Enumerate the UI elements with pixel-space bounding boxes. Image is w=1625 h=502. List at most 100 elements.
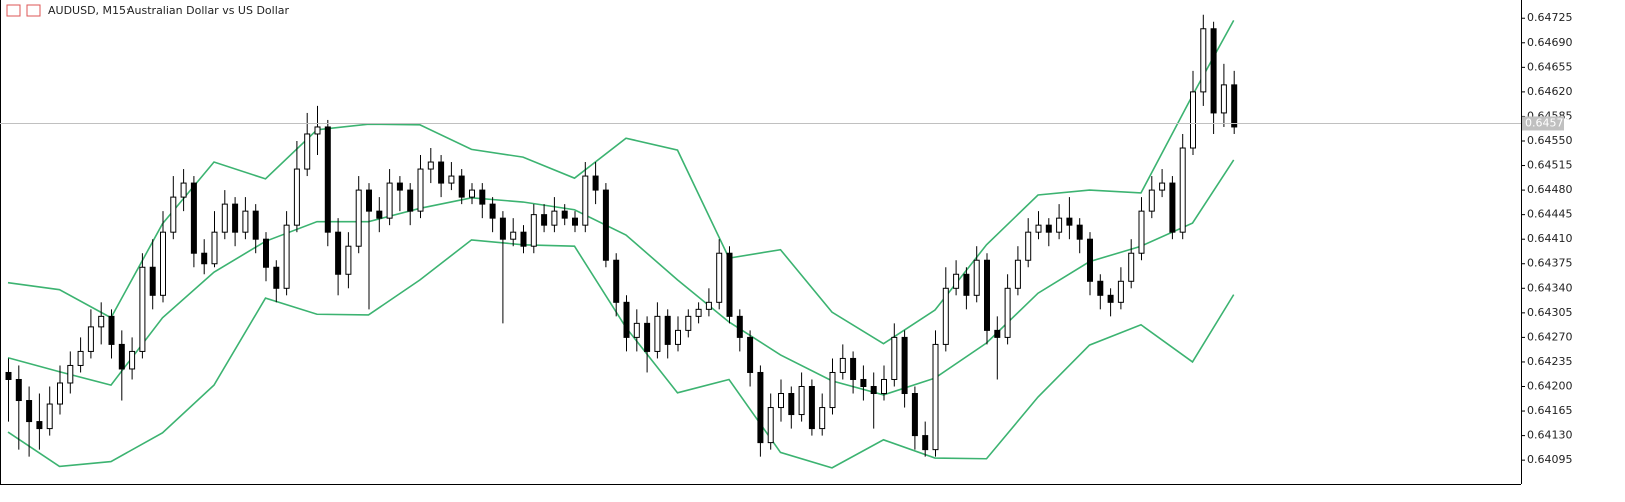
candle-body (232, 203, 239, 233)
candle-body (602, 189, 609, 261)
candle-body (1220, 84, 1227, 114)
candle-body (572, 217, 578, 226)
bollinger-band (7, 19, 1235, 345)
y-tick-label: 0.64550 (1527, 134, 1573, 147)
candle-body (345, 245, 352, 275)
candle-body (778, 393, 784, 409)
candle-body (932, 343, 939, 451)
y-tick-label: 0.64305 (1527, 306, 1573, 319)
y-tick-label: 0.64200 (1527, 379, 1573, 392)
y-tick-label: 0.64515 (1527, 159, 1573, 172)
candle-body (953, 273, 960, 289)
candle-body (994, 329, 1001, 338)
candle-body (551, 210, 558, 226)
candle-body (57, 382, 63, 405)
candle-body (747, 336, 754, 373)
last-price-label: 0.64575 (1525, 116, 1571, 129)
candle-body (1117, 280, 1124, 303)
candle-body (633, 322, 640, 338)
candle-body (1066, 217, 1073, 226)
candle-body (1087, 238, 1093, 282)
candle-body (98, 315, 105, 328)
candle-body (695, 308, 702, 317)
candle-body (407, 189, 414, 212)
candle-body (386, 182, 393, 219)
candle-body (530, 214, 537, 247)
candle-body (438, 161, 445, 184)
candle-body (139, 266, 146, 352)
candle-body (304, 133, 311, 170)
candle-body (510, 231, 517, 240)
candle-body (324, 126, 331, 233)
candle-body (263, 238, 269, 268)
candle-body (1045, 224, 1052, 233)
candle-body (757, 371, 764, 444)
y-tick-label: 0.64725 (1527, 11, 1573, 24)
candle-body (736, 315, 743, 338)
candle-body (901, 336, 908, 395)
candle-body (942, 287, 949, 345)
candle-body (1004, 287, 1011, 338)
candle-body (592, 175, 599, 191)
candle-body (314, 126, 321, 135)
y-tick-label: 0.64655 (1527, 60, 1573, 73)
candle-body (1035, 224, 1042, 233)
candle-body (1210, 28, 1217, 114)
candle-body (129, 350, 136, 370)
candle-body (376, 210, 383, 219)
icon[interactable] (6, 4, 21, 17)
candle-body (366, 189, 372, 212)
candle-body (726, 252, 733, 317)
candle-body (984, 259, 990, 331)
y-tick-label: 0.64270 (1527, 330, 1573, 343)
candle-body (973, 259, 980, 296)
candle-body (26, 400, 33, 423)
candle-body (1231, 84, 1238, 128)
candle-body (479, 189, 486, 205)
candle-body (1097, 280, 1104, 296)
candle-body (180, 182, 187, 198)
icon[interactable] (26, 4, 41, 17)
candle-body (201, 252, 208, 265)
y-tick-label: 0.64620 (1527, 85, 1573, 98)
candle-body (716, 252, 723, 303)
candle-body (839, 357, 846, 373)
candle-body (850, 357, 857, 380)
candle-body (685, 315, 692, 331)
candle-body (520, 231, 527, 247)
candle-body (46, 403, 53, 430)
candle-body (1056, 217, 1063, 233)
candle-body (1128, 252, 1135, 282)
candle-body (87, 326, 94, 352)
candle-body (654, 315, 661, 352)
candle-body (499, 217, 506, 240)
y-tick-label: 0.64445 (1527, 208, 1573, 221)
candle-body (1159, 182, 1166, 191)
candle-body (118, 343, 125, 370)
candle-body (613, 259, 620, 303)
y-tick-label: 0.64410 (1527, 232, 1573, 245)
candle-body (664, 315, 671, 345)
candle-body (242, 210, 249, 233)
candle-body (5, 371, 12, 380)
candle-body (283, 224, 290, 289)
candle-body (1200, 28, 1207, 93)
y-tick-label: 0.64095 (1527, 453, 1573, 466)
candle-body (705, 301, 712, 310)
candle-body (160, 231, 166, 296)
candle-body (675, 329, 681, 345)
candle-body (582, 175, 589, 226)
candle-body (1014, 259, 1021, 289)
candle-body (273, 266, 280, 289)
candle-body (1138, 210, 1145, 254)
candle-body (252, 210, 259, 240)
candle-body (211, 231, 218, 265)
candle-body (469, 189, 475, 198)
candle-body (293, 168, 300, 226)
toolbar-icons[interactable] (6, 4, 41, 17)
candle-body (911, 393, 918, 437)
y-tick-label: 0.64340 (1527, 281, 1573, 294)
candle-body (623, 301, 630, 338)
candle-body (335, 231, 342, 275)
bollinger-band (7, 159, 1235, 396)
